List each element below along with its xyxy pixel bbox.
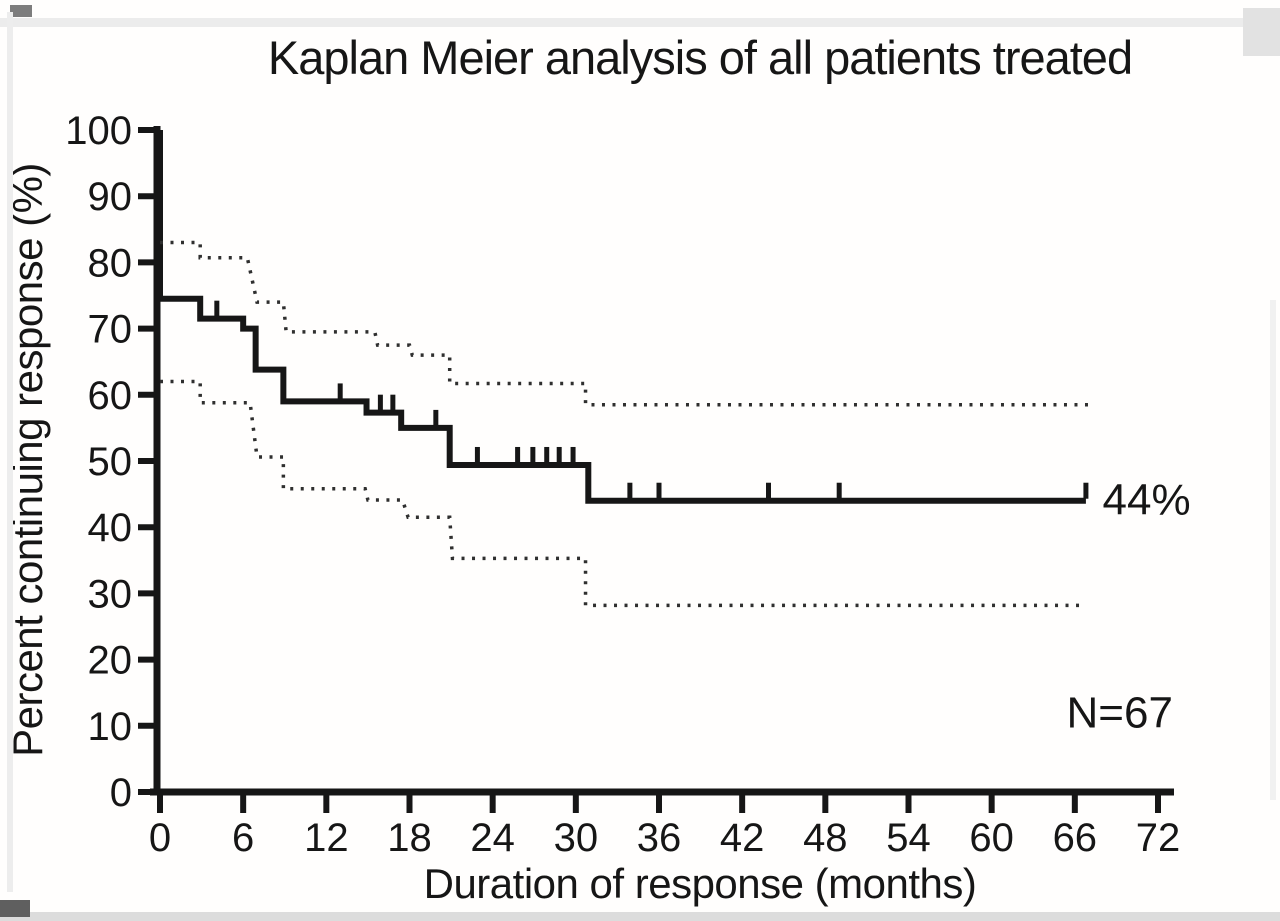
y-tick-label: 30 — [88, 572, 133, 616]
x-tick-label: 48 — [803, 816, 848, 860]
km-curve — [157, 130, 1086, 504]
final-survival-label: 44% — [1103, 475, 1191, 524]
axes — [138, 126, 1174, 813]
x-tick-label: 72 — [1136, 816, 1181, 860]
y-tick-label: 50 — [88, 440, 133, 484]
y-tick-label: 60 — [88, 374, 133, 418]
x-tick-label: 36 — [637, 816, 682, 860]
x-tick-label: 12 — [304, 816, 349, 860]
curves — [157, 130, 1089, 608]
x-tick-label: 18 — [387, 816, 432, 860]
x-tick-label: 24 — [470, 816, 515, 860]
x-tick-label: 42 — [720, 816, 765, 860]
x-tick-label: 6 — [232, 816, 254, 860]
y-tick-label: 0 — [110, 771, 132, 815]
x-tick-label: 66 — [1053, 816, 1098, 860]
y-tick-label: 80 — [88, 241, 133, 285]
sample-size-label: N=67 — [1067, 689, 1173, 738]
y-axis-title: Percent continuing response (%) — [4, 163, 51, 757]
x-axis-title: Duration of response (months) — [424, 860, 977, 907]
chart-title: Kaplan Meier analysis of all patients tr… — [268, 31, 1132, 84]
y-tick-label: 10 — [88, 705, 133, 749]
upper-ci-curve — [160, 240, 1089, 407]
x-tick-label: 30 — [554, 816, 599, 860]
y-tick-label: 100 — [65, 109, 132, 153]
annotations: 44% N=67 — [1067, 475, 1191, 737]
x-tick-label: 54 — [886, 816, 931, 860]
tick-labels: 0 10 20 30 40 50 60 70 80 90 100 0 6 12 18 24 30 36 42 48 54… — [65, 109, 1180, 860]
x-tick-label: 0 — [149, 816, 171, 860]
lower-ci-curve — [160, 379, 1086, 608]
y-tick-label: 90 — [88, 175, 133, 219]
censor-marks — [214, 300, 1089, 499]
y-tick-label: 70 — [88, 308, 133, 352]
y-tick-label: 20 — [88, 639, 133, 683]
y-tick-label: 40 — [88, 506, 133, 550]
x-tick-label: 60 — [969, 816, 1014, 860]
